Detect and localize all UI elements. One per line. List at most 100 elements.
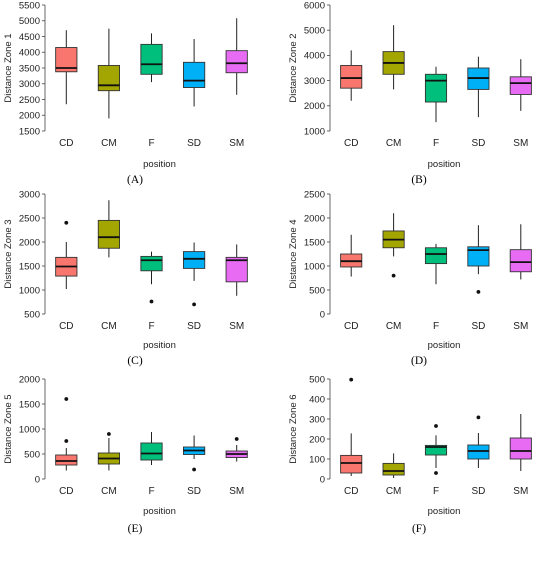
x-tick-label: F: [148, 138, 154, 149]
y-tick-label: 2000: [304, 101, 325, 112]
box-cm: [97, 28, 120, 119]
outlier-point: [64, 439, 69, 443]
panel-label: (C): [127, 355, 143, 367]
box-cm: [97, 200, 120, 258]
y-axis-title: Distance Zone 6: [288, 394, 299, 463]
y-tick-label: 3000: [304, 76, 325, 87]
box-cd: [340, 234, 363, 277]
iqr-box: [424, 247, 448, 265]
x-axis-title: position: [143, 506, 176, 517]
iqr-box: [467, 444, 490, 460]
y-tick-label: 0: [35, 474, 40, 485]
y-tick-label: 1500: [19, 261, 40, 272]
y-tick-label: 1000: [304, 126, 325, 137]
y-tick-label: 2500: [19, 213, 40, 224]
x-tick-label: CD: [344, 321, 358, 332]
iqr-box: [182, 61, 206, 88]
x-tick-label: CM: [386, 321, 402, 332]
y-tick-label: 2000: [19, 374, 40, 385]
x-axis-title: position: [428, 340, 461, 351]
x-tick-label: SD: [187, 138, 201, 149]
box-sd: [467, 56, 490, 118]
y-tick-label: 1000: [19, 424, 40, 435]
box-f: [424, 424, 448, 475]
iqr-box: [340, 454, 363, 474]
y-tick-label: 0: [320, 474, 325, 485]
x-tick-label: CD: [59, 138, 73, 149]
x-axis-title: position: [143, 340, 176, 351]
y-axis-title: Distance Zone 3: [3, 219, 14, 288]
x-tick-label: SD: [471, 138, 485, 149]
chart-panel-e: 0 500 1000 1500 2000 Distance Zone 5 CD CM F SD SM…: [3, 374, 248, 535]
box-f: [140, 33, 163, 83]
iqr-box: [182, 251, 206, 269]
outlier-point: [234, 437, 239, 441]
y-tick-label: 1000: [19, 285, 40, 296]
x-tick-label: F: [148, 486, 154, 497]
box-cd: [55, 220, 78, 290]
iqr-box: [509, 249, 532, 273]
y-tick-label: 2000: [19, 237, 40, 248]
outlier-point: [192, 302, 197, 307]
x-axis-title: position: [428, 159, 461, 170]
y-tick-label: 1500: [19, 399, 40, 410]
y-tick-label: 3000: [19, 189, 40, 200]
box-sm: [225, 437, 248, 462]
y-tick-label: 500: [24, 449, 40, 460]
y-tick-label: 300: [309, 414, 325, 425]
iqr-box: [140, 43, 163, 75]
x-tick-label: SM: [229, 321, 244, 332]
box-sd: [467, 415, 490, 468]
x-tick-label: CD: [59, 321, 73, 332]
iqr-box: [97, 219, 120, 249]
x-tick-label: SM: [513, 138, 528, 149]
x-axis-title: position: [428, 506, 461, 517]
y-tick-label: 200: [309, 434, 325, 445]
x-tick-label: SD: [187, 321, 201, 332]
x-tick-label: CD: [344, 486, 358, 497]
y-tick-label: 1500: [19, 126, 40, 137]
chart-panel-f: 0 100 200 300 400 500 Distance Zone 6 CD CM F SD SM…: [288, 374, 532, 535]
y-tick-label: 4000: [19, 48, 40, 59]
box-sm: [509, 224, 532, 280]
chart-panel-c: 500 1000 1500 2000 2500 3000 Distance Zone 3 CD…: [3, 189, 248, 367]
y-tick-label: 400: [309, 394, 325, 405]
box-sd: [182, 242, 206, 307]
iqr-box: [467, 246, 490, 267]
outlier-point: [476, 415, 481, 420]
x-tick-label: SD: [471, 486, 485, 497]
box-sd: [182, 435, 206, 472]
y-tick-label: 2500: [304, 189, 325, 200]
y-axis-title: Distance Zone 4: [288, 219, 299, 288]
y-tick-label: 100: [309, 454, 325, 465]
x-tick-label: CM: [386, 138, 402, 149]
outlier-point: [434, 471, 438, 475]
x-tick-label: CM: [101, 138, 117, 149]
iqr-box: [509, 437, 532, 460]
box-sm: [225, 18, 248, 95]
panel-label: (A): [127, 174, 143, 186]
x-tick-label: SM: [229, 486, 244, 497]
y-axis-title: Distance Zone 1: [3, 33, 14, 102]
y-tick-label: 2500: [19, 95, 40, 106]
y-tick-label: 500: [24, 309, 40, 320]
x-tick-label: SM: [229, 138, 244, 149]
iqr-box: [225, 256, 248, 283]
y-tick-label: 5000: [19, 16, 40, 27]
panel-label: (B): [411, 174, 427, 186]
y-tick-label: 3000: [19, 79, 40, 90]
iqr-box: [140, 442, 163, 461]
box-sm: [225, 244, 248, 296]
iqr-box: [424, 444, 448, 456]
x-tick-label: CM: [101, 321, 117, 332]
x-tick-label: F: [433, 138, 439, 149]
iqr-box: [509, 76, 532, 95]
y-tick-label: 4500: [19, 32, 40, 43]
y-tick-label: 5000: [304, 26, 325, 37]
y-axis-title: Distance Zone 5: [3, 394, 14, 463]
chart-panel-d: 0 500 1000 1500 2000 2500 Distance Zone 4 CD CM F…: [288, 189, 532, 367]
box-cm: [382, 213, 405, 278]
y-tick-label: 0: [320, 309, 325, 320]
x-tick-label: F: [433, 486, 439, 497]
